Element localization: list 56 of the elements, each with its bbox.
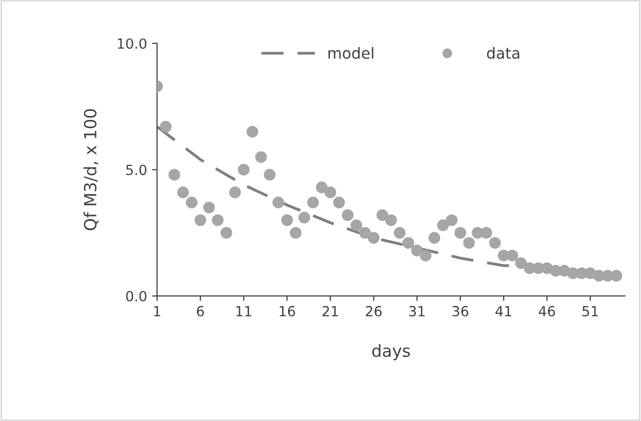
point [255,151,267,163]
x-tick-label: 51 [582,306,598,316]
point [350,219,362,232]
point [281,214,293,226]
x-axis-title: days [372,344,410,360]
point [437,219,449,232]
point [238,164,250,176]
point [194,214,206,226]
x-tick-label: 21 [322,306,338,316]
x-tick-label: 46 [538,306,555,316]
point [290,226,302,239]
x-tick-label: 1 [154,306,160,316]
y-tick-label: 0.0 [126,290,146,302]
point [246,126,258,138]
point [489,237,501,249]
point [342,209,354,221]
point [160,120,172,133]
point [229,186,241,198]
point [359,226,371,239]
point [316,182,328,194]
point [428,232,440,244]
point [220,226,232,239]
point [411,244,423,256]
x-tick-label: 36 [452,306,468,316]
point [368,232,380,244]
point [298,212,310,224]
x-tick-label: 6 [196,306,204,316]
point [376,209,388,221]
point [272,196,284,208]
point [402,237,414,249]
point [515,257,527,269]
point [420,250,432,262]
x-tick-label: 26 [366,306,382,316]
point [186,196,198,208]
point [454,226,466,239]
x-tick-label: 31 [409,306,425,316]
y-tick-label: 10.0 [118,38,146,49]
point [264,168,276,181]
point [385,214,397,226]
x-tick-label: 11 [236,306,252,316]
point [212,214,224,226]
point [446,214,458,226]
legend-label: data [487,47,520,59]
y-axis-title: Qf M3/d, x 100 [84,109,98,230]
y-tick-label: 5.0 [126,164,146,176]
x-tick-label: 41 [496,306,512,316]
x-tick-label: 16 [280,306,295,316]
point [333,196,345,208]
point [177,186,189,198]
point [463,237,475,249]
point [394,226,406,239]
legend-label: model [328,47,374,59]
point [307,196,319,208]
point [203,202,215,214]
point [168,168,180,181]
point [324,186,336,198]
